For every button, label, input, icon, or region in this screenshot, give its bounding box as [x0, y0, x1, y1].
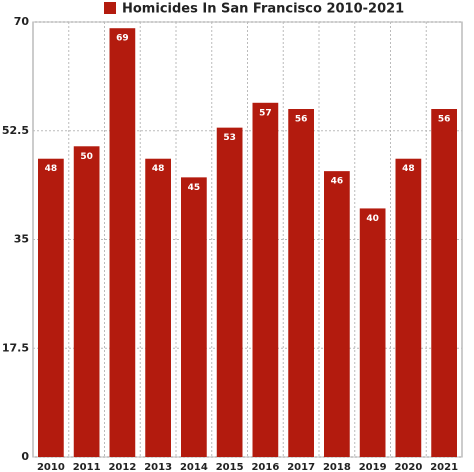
bar — [73, 146, 100, 458]
y-tick-label: 17.5 — [2, 341, 29, 354]
x-tick-label: 2013 — [144, 462, 172, 472]
x-tick-label: 2014 — [180, 462, 208, 472]
data-label: 45 — [188, 183, 201, 193]
bar — [181, 177, 207, 457]
data-label: 69 — [116, 34, 129, 44]
x-tick-label: 2018 — [323, 462, 351, 472]
bar — [395, 158, 422, 457]
data-label: 48 — [45, 164, 58, 174]
data-label: 48 — [402, 164, 415, 174]
y-tick-label: 35 — [14, 233, 29, 246]
legend-label: Homicides In San Francisco 2010-2021 — [122, 2, 404, 17]
bar — [288, 109, 314, 457]
data-label: 40 — [366, 214, 379, 224]
legend-swatch — [104, 2, 116, 14]
x-tick-label: 2019 — [359, 462, 387, 472]
data-label: 48 — [152, 164, 165, 174]
data-label: 56 — [295, 115, 308, 125]
bar — [324, 171, 350, 457]
y-tick-label: 70 — [14, 15, 30, 28]
y-tick-label: 0 — [21, 450, 29, 463]
data-label: 53 — [223, 133, 236, 143]
data-label: 56 — [438, 115, 451, 125]
bar — [359, 208, 386, 457]
x-tick-label: 2016 — [251, 462, 279, 472]
x-tick-label: 2011 — [73, 462, 101, 472]
bar — [109, 28, 136, 457]
data-label: 57 — [259, 108, 272, 118]
x-tick-label: 2015 — [216, 462, 244, 472]
bar — [145, 158, 171, 457]
bar — [252, 102, 279, 458]
data-label: 46 — [331, 177, 344, 187]
bar — [38, 158, 64, 457]
bar — [216, 127, 243, 458]
y-tick-label: 52.5 — [2, 124, 29, 137]
x-tick-label: 2020 — [394, 462, 422, 472]
x-tick-label: 2017 — [287, 462, 315, 472]
x-tick-label: 2021 — [430, 462, 458, 472]
data-label: 50 — [80, 152, 93, 162]
bar — [431, 109, 457, 457]
x-tick-label: 2012 — [108, 462, 136, 472]
x-tick-label: 2010 — [37, 462, 65, 472]
